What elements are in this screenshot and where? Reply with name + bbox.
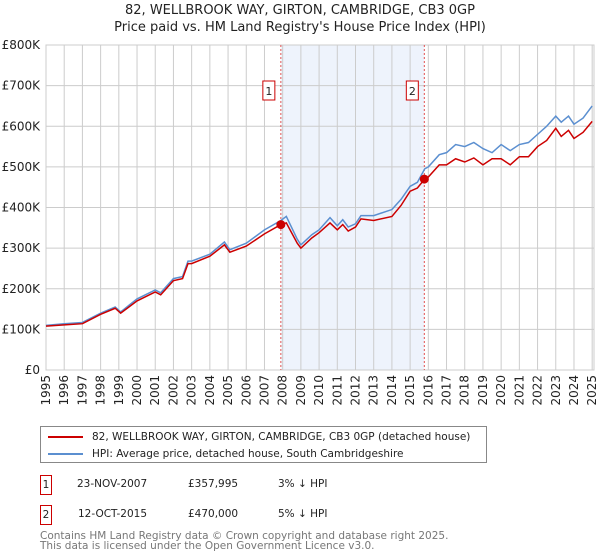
x-tick-label: 1999 xyxy=(112,375,126,406)
legend: 82, WELLBROOK WAY, GIRTON, CAMBRIDGE, CB… xyxy=(40,426,487,463)
x-tick-label: 2008 xyxy=(276,375,290,406)
x-tick-label: 2022 xyxy=(531,375,545,406)
transaction-price: £357,995 xyxy=(188,478,239,490)
transaction-delta: 5% ↓ HPI xyxy=(278,508,328,520)
x-tick-label: 2019 xyxy=(476,375,490,406)
x-tick-label: 2005 xyxy=(221,375,235,406)
x-tick-label: 2010 xyxy=(312,375,326,406)
y-tick-label: £300K xyxy=(2,241,42,255)
hpi-line xyxy=(45,105,593,327)
legend-label: HPI: Average price, detached house, Sout… xyxy=(92,448,404,460)
legend-swatch-red xyxy=(48,436,83,438)
legend-swatch-blue xyxy=(48,453,83,455)
sale-badge-label: 2 xyxy=(409,85,416,98)
x-tick-label: 1996 xyxy=(57,375,71,406)
property-price-line xyxy=(45,120,593,327)
footer-licence: This data is licensed under the Open Gov… xyxy=(40,540,375,552)
y-tick-label: £600K xyxy=(2,119,42,133)
x-tick-label: 2025 xyxy=(585,375,599,406)
x-tick-label: 2015 xyxy=(403,375,417,406)
sale-badge: 1 xyxy=(262,80,276,101)
x-tick-label: 2004 xyxy=(203,375,217,406)
x-tick-label: 1997 xyxy=(75,375,89,406)
transaction-badge: 1 xyxy=(40,475,52,495)
x-tick-label: 2013 xyxy=(367,375,381,406)
x-tick-label: 2002 xyxy=(166,375,180,406)
transaction-date: 23-NOV-2007 xyxy=(77,478,148,490)
transaction-row: 2 12-OCT-2015 £470,000 5% ↓ HPI xyxy=(40,505,440,525)
x-tick-label: 2011 xyxy=(330,375,344,406)
y-tick-label: £700K xyxy=(2,79,42,93)
x-tick-label: 1995 xyxy=(39,375,53,406)
x-tick-label: 2003 xyxy=(185,375,199,406)
footer-copyright: Contains HM Land Registry data © Crown c… xyxy=(40,530,449,542)
transaction-row: 1 23-NOV-2007 £357,995 3% ↓ HPI xyxy=(40,475,440,495)
sale-badge-box xyxy=(405,80,419,101)
legend-item-property: 82, WELLBROOK WAY, GIRTON, CAMBRIDGE, CB… xyxy=(48,431,470,443)
x-tick-label: 2012 xyxy=(349,375,363,406)
y-tick-label: £500K xyxy=(2,160,42,174)
sale-point xyxy=(419,174,429,184)
legend-label: 82, WELLBROOK WAY, GIRTON, CAMBRIDGE, CB… xyxy=(92,431,471,443)
legend-item-hpi: HPI: Average price, detached house, Sout… xyxy=(48,448,404,460)
x-tick-label: 2000 xyxy=(130,375,144,406)
sale-badge-box xyxy=(262,80,276,101)
sale-badge-label: 1 xyxy=(265,85,272,98)
x-tick-label: 2020 xyxy=(494,375,508,406)
y-tick-label: £100K xyxy=(2,322,42,336)
transaction-delta: 3% ↓ HPI xyxy=(278,478,328,490)
y-tick-label: £800K xyxy=(2,38,42,52)
x-tick-label: 2014 xyxy=(385,375,399,406)
x-tick-label: 2001 xyxy=(148,375,162,406)
x-tick-label: 2016 xyxy=(421,375,435,406)
footer: Contains HM Land Registry data © Crown c… xyxy=(40,530,449,552)
y-tick-label: £0 xyxy=(25,363,40,377)
x-tick-label: 2023 xyxy=(549,375,563,406)
chart-subtitle: Price paid vs. HM Land Registry's House … xyxy=(114,20,486,35)
x-tick-label: 2017 xyxy=(440,375,454,406)
chart-title: 82, WELLBROOK WAY, GIRTON, CAMBRIDGE, CB… xyxy=(125,3,475,18)
transaction-badge: 2 xyxy=(40,505,52,525)
x-tick-label: 2021 xyxy=(512,375,526,406)
transaction-date: 12-OCT-2015 xyxy=(78,508,147,520)
price-chart: £0 £100K £200K £300K £400K £500K £600K £700K £80… xyxy=(2,38,600,406)
x-tick-label: 2009 xyxy=(294,375,308,406)
x-tick-label: 2006 xyxy=(239,375,253,406)
plot-frame xyxy=(45,44,595,371)
x-tick-label: 2018 xyxy=(458,375,472,406)
y-tick-label: £200K xyxy=(2,282,42,296)
sale-badge: 2 xyxy=(405,80,419,101)
x-tick-label: 2024 xyxy=(567,375,581,406)
sale-point xyxy=(276,220,286,230)
y-tick-label: £400K xyxy=(2,201,42,215)
x-tick-label: 2007 xyxy=(257,375,271,406)
transaction-price: £470,000 xyxy=(188,508,239,520)
x-tick-label: 1998 xyxy=(94,375,108,406)
